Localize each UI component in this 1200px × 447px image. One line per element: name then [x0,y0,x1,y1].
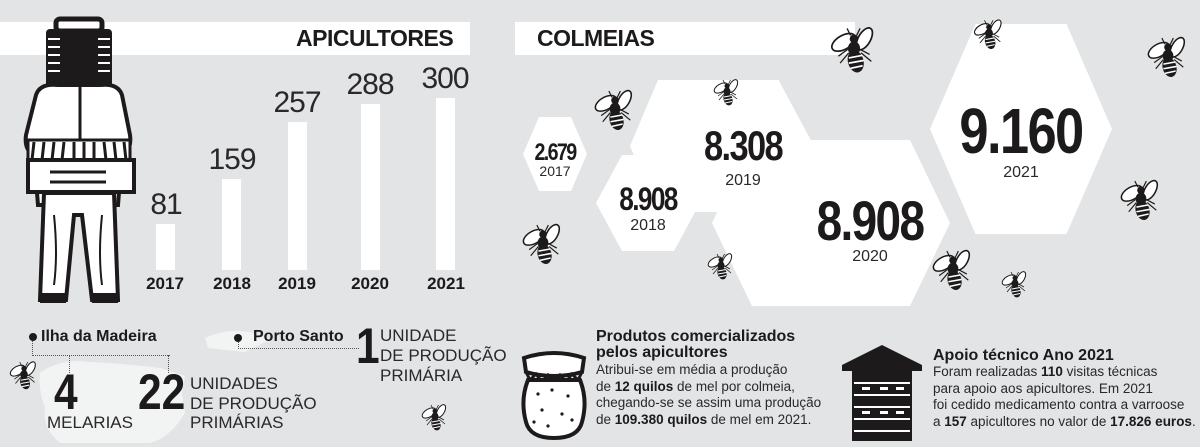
porto-label: Porto Santo [253,328,344,345]
hex-value-2017: 2.679 [534,139,577,166]
bee-icon [1118,178,1164,224]
produtos-line-4: de 109.380 quilos de mel em 2021. [596,411,812,427]
bee-icon [930,248,976,294]
porto-dot [234,334,242,342]
beehive-icon [842,345,922,441]
porto-label-1: UNIDADE [380,326,457,345]
bee-icon [706,252,736,282]
bee-icon [972,18,1006,52]
hex-value-2019: 8.308 [703,122,784,169]
bar-value-2020: 288 [346,68,394,101]
bar-year-2019: 2019 [278,274,316,293]
bar-2019 [288,122,307,270]
bee-icon [1000,270,1030,300]
hex-value-2021: 9.160 [959,95,1084,167]
apoio-line-2: para apoio aos apicultores. Em 2021 [933,380,1153,396]
produtos-title-1: Produtos comercializados [596,328,796,345]
ilha-dot [29,333,37,341]
bar-year-2017: 2017 [146,274,184,293]
bar-value-2018: 159 [208,143,256,176]
hex-value-2018: 8.908 [619,181,678,217]
apoio-line-4: a 157 apicultores no valor de 17.826 eur… [933,413,1196,429]
bar-2018 [222,179,241,270]
apoio-body: Foram realizadas 110 visitas técnicas pa… [933,364,1196,430]
produtos-line-2: de 12 quilos de mel por colmeia, [596,378,795,394]
bee-icon [828,25,880,77]
bar-value-2021: 300 [421,62,469,95]
bar-2017 [156,224,175,270]
ilha-dotline [32,341,170,356]
colmeias-title-bar [515,22,855,55]
bar-2020 [361,104,380,270]
bee-icon [592,88,638,134]
ilha-dotline-left [69,355,70,373]
colmeias-title: COLMEIAS [537,25,655,51]
hex-2017: 2.679 2017 [523,117,587,191]
porto-number: 1 [356,318,380,374]
hex-year-2020: 2020 [852,248,888,265]
unidades-label-1: UNIDADES [190,374,278,393]
porto-label-3: PRIMÁRIA [380,366,463,385]
unidades-label-3: PRIMÁRIAS [190,413,284,432]
ilha-label: Ilha da Madeira [41,328,157,345]
hex-year-2021: 2021 [1003,164,1039,181]
bar-value-2019: 257 [273,86,321,119]
hex-year-2018: 2018 [630,217,666,234]
porto-label-2: DE PRODUÇÃO [380,346,507,365]
apoio-line-1: Foram realizadas 110 visitas técnicas [933,364,1158,379]
beekeeper-illustration [23,16,136,303]
bee-icon [712,78,742,108]
unidades-label-2: DE PRODUÇÃO [190,394,317,413]
apicultores-title: APICULTORES [296,25,454,51]
hex-2020-inner: 8.908 2020 [790,140,950,306]
apoio-title: Apoio técnico Ano 2021 [933,347,1114,364]
apoio-line-3: foi cedido medicamento contra a varroose [933,397,1185,412]
bar-year-2021: 2021 [427,274,465,293]
porto-dotline [238,342,359,349]
bar-value-2017: 81 [150,188,182,221]
hex-value-2020: 8.908 [816,189,925,252]
bee-icon [1145,35,1191,81]
bar-year-2018: 2018 [213,274,251,293]
bar-2021 [436,98,455,270]
bee-icon [520,222,566,268]
hex-year-2017: 2017 [539,163,571,179]
hex-year-2019: 2019 [725,172,761,189]
hex-2021: 9.160 2021 [930,24,1112,234]
unidades-number: 22 [138,364,186,420]
produtos-line-1: Atribui-se em média a produção [596,362,788,377]
bee-icon [420,403,450,433]
honey-jar-icon [521,351,587,440]
produtos-body: Atribui-se em média a produção de 12 qui… [596,362,821,428]
melarias-label: MELARIAS [47,413,133,432]
hex-2019-main: 8.308 2019 [672,80,814,212]
ilha-dotline-right [168,355,169,373]
produtos-title-2: pelos apicultores [596,344,728,361]
produtos-line-3: chegando-se se assim uma produção [596,395,822,410]
melarias-number: 4 [54,364,78,420]
bar-year-2020: 2020 [351,274,389,293]
